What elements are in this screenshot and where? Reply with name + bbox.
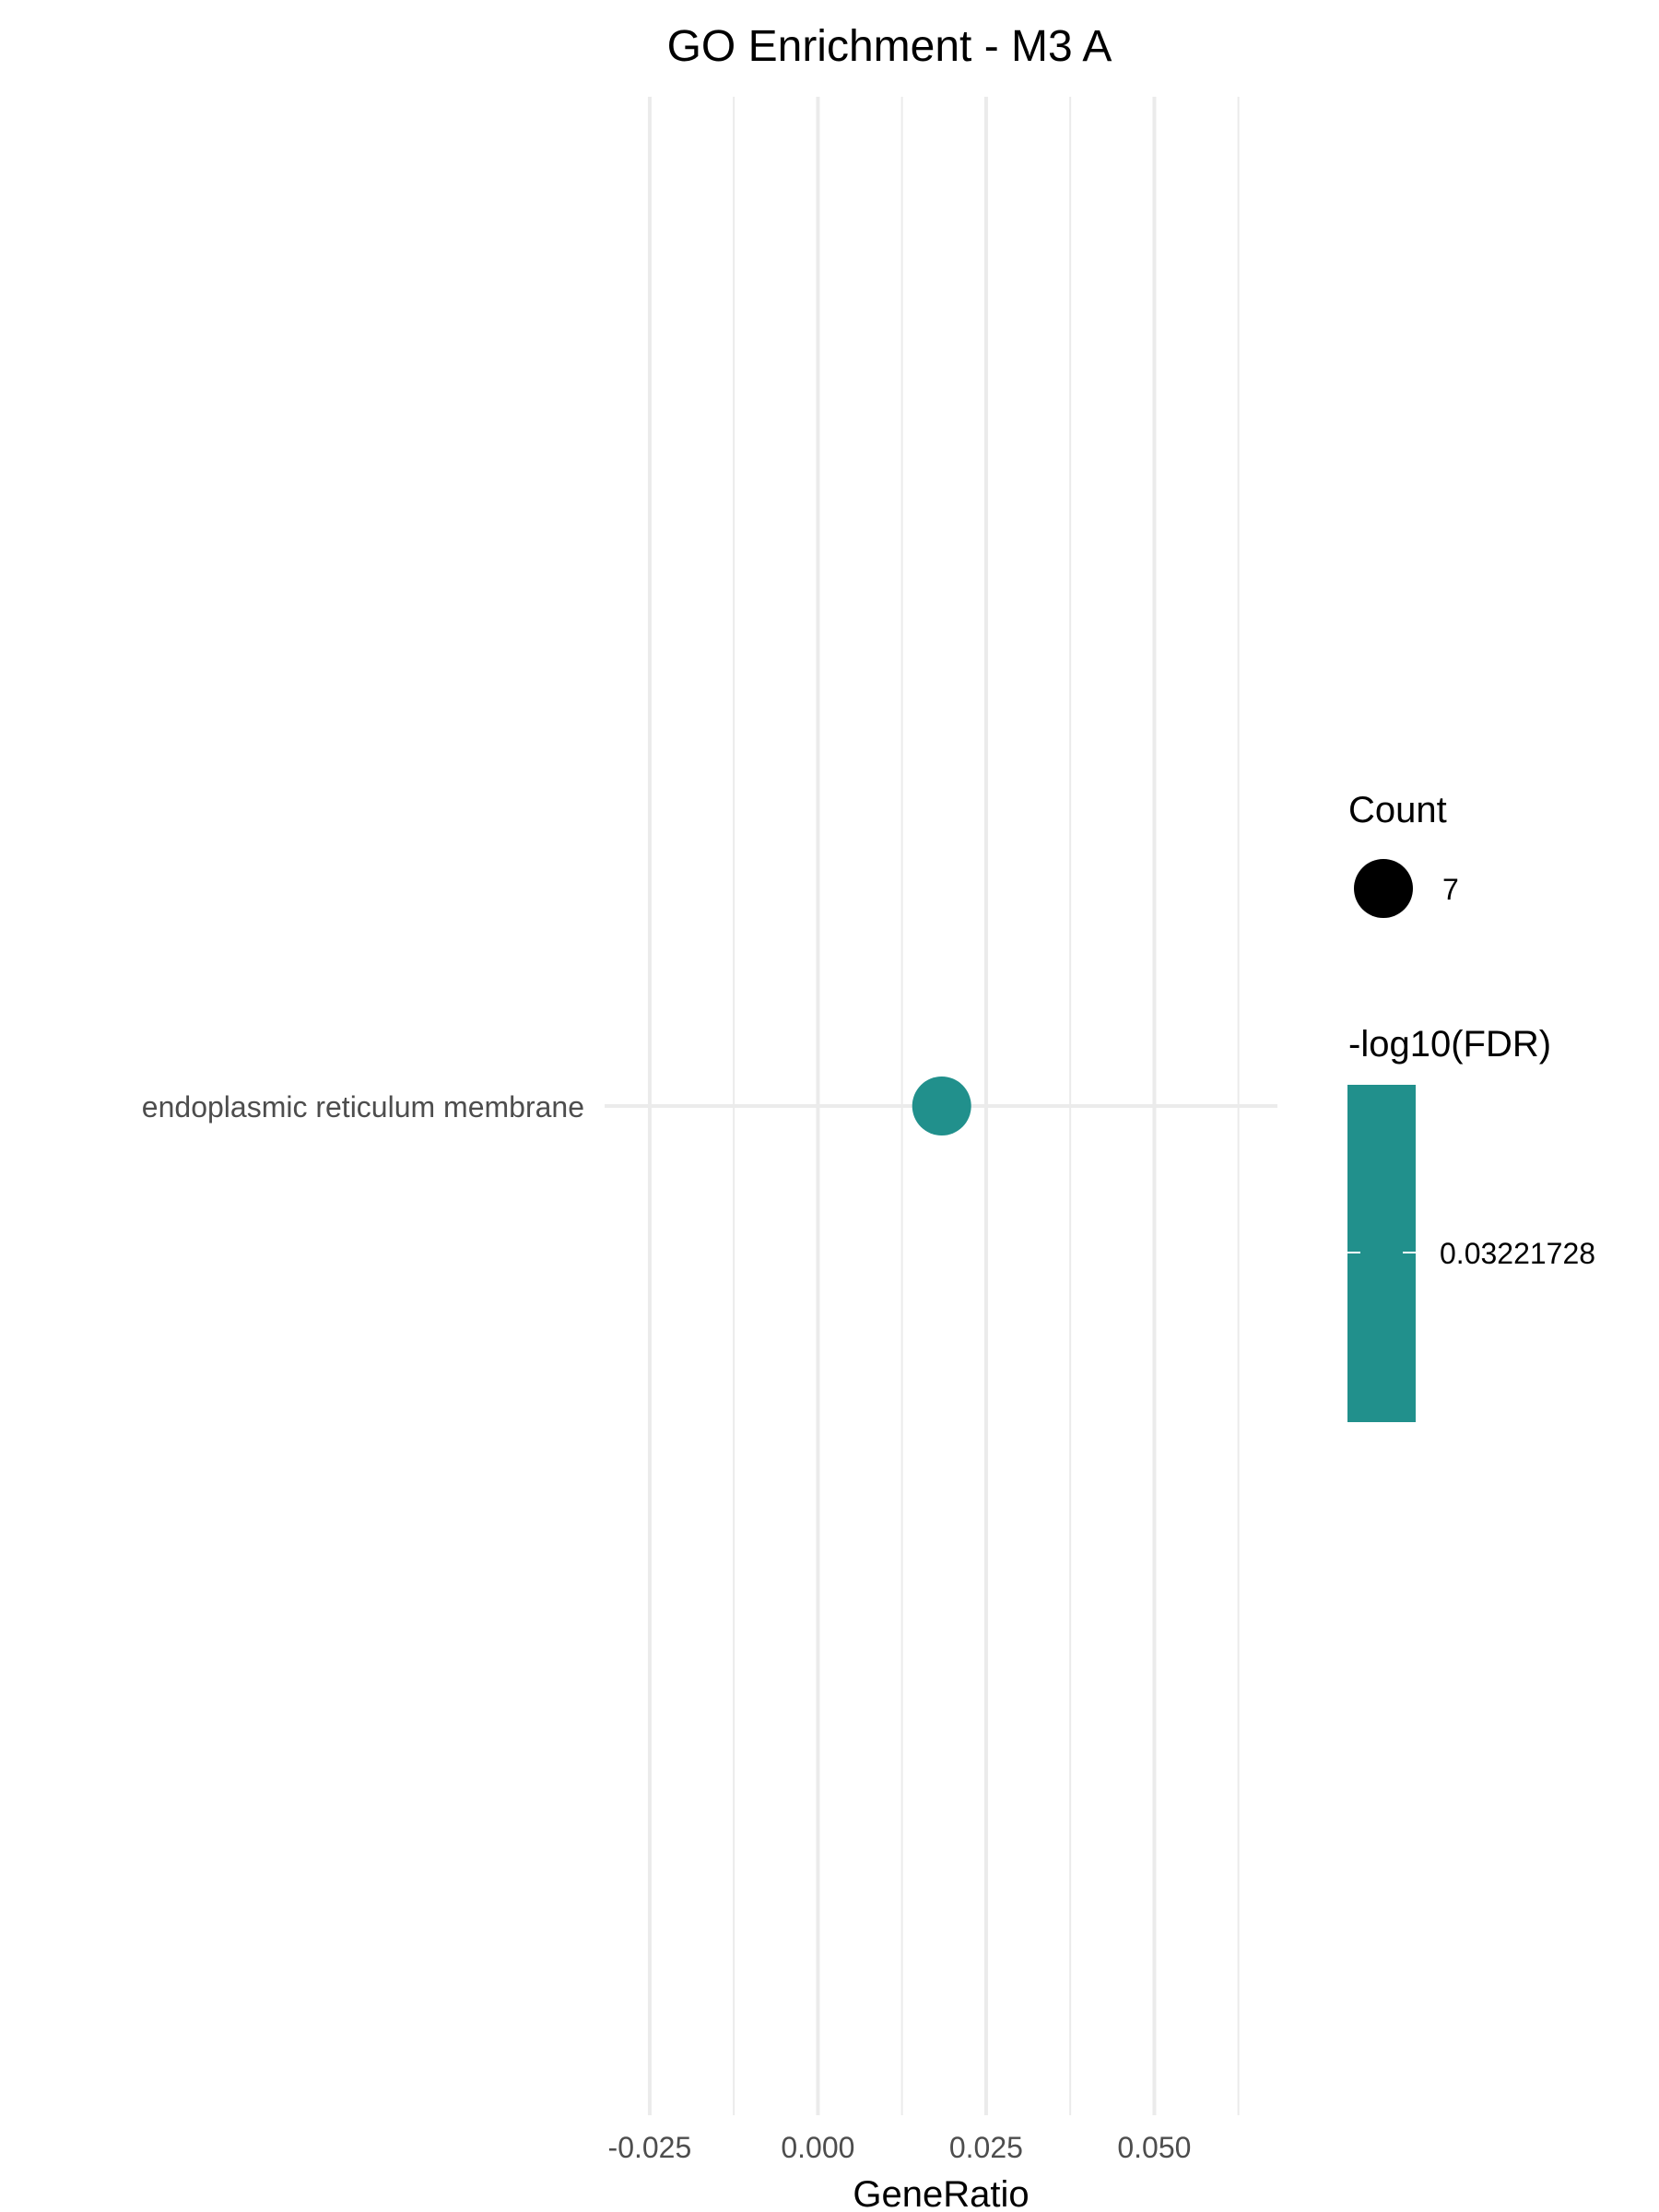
legend-count-label: 7 bbox=[1442, 873, 1459, 906]
x-tick-label: 0.050 bbox=[1117, 2131, 1191, 2164]
data-points bbox=[912, 1077, 971, 1135]
legend-fdr-label: 0.03221728 bbox=[1440, 1237, 1595, 1270]
data-point bbox=[912, 1077, 971, 1135]
x-tick-label: 0.000 bbox=[781, 2131, 854, 2164]
grid-lines bbox=[605, 97, 1277, 2115]
x-tick-label: -0.025 bbox=[608, 2131, 692, 2164]
x-axis-title: GeneRatio bbox=[853, 2174, 1029, 2212]
y-tick-label: endoplasmic reticulum membrane bbox=[142, 1090, 584, 1124]
x-tick-label: 0.025 bbox=[949, 2131, 1023, 2164]
legend: Count 7 -log10(FDR) 0.03221728 bbox=[1347, 790, 1595, 1422]
y-tick-labels: endoplasmic reticulum membrane bbox=[142, 1090, 584, 1124]
legend-count-key-dot bbox=[1354, 859, 1413, 918]
x-tick-labels: -0.025 0.000 0.025 0.050 bbox=[608, 2131, 1192, 2164]
legend-fdr-title: -log10(FDR) bbox=[1348, 1024, 1551, 1065]
legend-count-title: Count bbox=[1348, 790, 1447, 830]
chart-title: GO Enrichment - M3 A bbox=[667, 22, 1112, 71]
